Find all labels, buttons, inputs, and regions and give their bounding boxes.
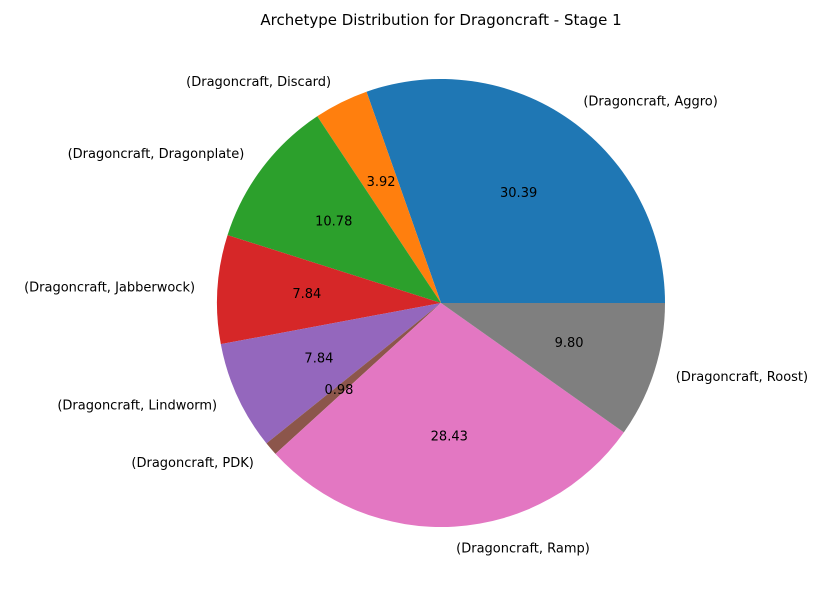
slice-label: (Dragoncraft, Dragonplate)	[68, 147, 245, 162]
slice-percent-label: 7.84	[292, 287, 321, 302]
pie-slice	[227, 116, 441, 303]
slice-percent-label: 7.84	[304, 352, 333, 367]
percent-labels: 30.39 3.92 10.78 7.84 7.84 0.98 28.43 9.80	[292, 175, 583, 444]
slice-label: (Dragoncraft, Jabberwock)	[24, 280, 195, 295]
slice-percent-label: 0.98	[324, 383, 353, 398]
pie-slice	[317, 91, 441, 303]
slice-label: (Dragoncraft, PDK)	[131, 456, 253, 471]
pie-slice	[266, 303, 441, 454]
slice-percent-label: 9.80	[555, 336, 584, 351]
slice-labels: (Dragoncraft, Aggro) (Dragoncraft, Discar…	[24, 75, 808, 556]
slice-label: (Dragoncraft, Roost)	[676, 370, 808, 385]
pie-slice	[441, 303, 665, 433]
pie-slice	[217, 235, 441, 345]
slice-label: (Dragoncraft, Ramp)	[456, 541, 590, 556]
slice-percent-label: 30.39	[500, 186, 537, 201]
slice-percent-label: 10.78	[315, 215, 352, 230]
pie-slice	[275, 303, 624, 527]
pie-slice	[220, 303, 441, 444]
slice-percent-label: 28.43	[431, 430, 468, 445]
slice-label: (Dragoncraft, Discard)	[186, 75, 331, 90]
slice-label: (Dragoncraft, Aggro)	[583, 94, 718, 109]
slice-percent-label: 3.92	[367, 175, 396, 190]
chart-title: Archetype Distribution for Dragoncraft -…	[260, 11, 621, 29]
pie-slices	[217, 78, 665, 527]
slice-label: (Dragoncraft, Lindworm)	[57, 398, 217, 413]
pie-slice	[366, 78, 665, 304]
